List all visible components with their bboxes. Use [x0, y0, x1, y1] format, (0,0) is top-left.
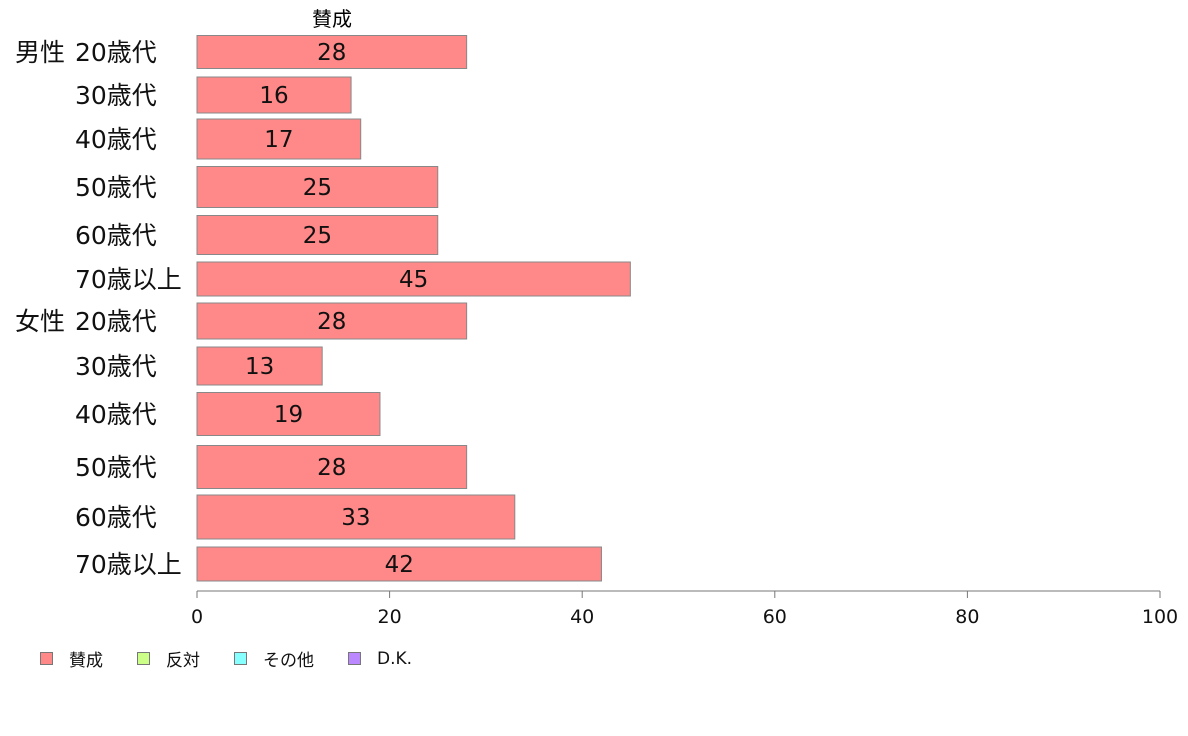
legend-label: 反対 — [166, 651, 200, 671]
category-label: 60歳代 — [75, 503, 157, 532]
bar-chart: 賛成 2820歳代男性1630歳代1740歳代2550歳代2560歳代4570歳… — [15, 7, 1178, 628]
data-label: 28 — [317, 309, 346, 335]
group-label: 女性 — [15, 307, 65, 336]
bar — [196, 76, 352, 114]
legend-swatch-dk — [348, 652, 361, 665]
data-label: 33 — [341, 505, 370, 531]
category-label: 40歳代 — [75, 125, 157, 154]
legend-swatch-oppose — [137, 652, 150, 665]
bar — [196, 494, 516, 540]
legend-swatch-other — [234, 652, 247, 665]
legend-item: 反対 — [137, 646, 200, 671]
category-label: 70歳以上 — [75, 265, 182, 294]
data-label: 45 — [399, 267, 428, 293]
bar — [196, 392, 381, 436]
legend-item: D.K. — [348, 649, 412, 669]
legend-label: その他 — [263, 651, 314, 671]
x-tick-label: 40 — [570, 606, 594, 628]
legend-label: D.K. — [377, 648, 413, 669]
bar — [196, 302, 468, 340]
bar — [196, 35, 468, 69]
data-label: 16 — [259, 83, 288, 109]
data-label: 28 — [317, 40, 346, 66]
x-tick-label: 0 — [191, 606, 203, 628]
x-tick-label: 60 — [763, 606, 787, 628]
category-label: 40歳代 — [75, 400, 157, 429]
legend-item: 賛成 — [40, 646, 103, 671]
data-label: 25 — [303, 175, 332, 201]
x-tick-label: 20 — [378, 606, 402, 628]
data-label: 17 — [264, 127, 293, 153]
category-label: 50歳代 — [75, 173, 157, 202]
data-label: 13 — [245, 354, 274, 380]
legend-swatch-agree — [40, 652, 53, 665]
series-header: 賛成 — [312, 7, 352, 31]
bar — [196, 118, 362, 160]
x-axis: 0 20 40 60 80 100 — [191, 590, 1178, 628]
group-label: 男性 — [15, 38, 65, 67]
category-label: 30歳代 — [75, 81, 157, 110]
bar — [196, 346, 323, 386]
data-label: 28 — [317, 455, 346, 481]
data-label: 19 — [274, 402, 303, 428]
x-tick-label: 100 — [1142, 606, 1178, 628]
x-tick-label: 80 — [955, 606, 979, 628]
bar — [196, 215, 439, 255]
bar — [196, 166, 439, 208]
data-label: 25 — [303, 223, 332, 249]
category-label: 20歳代 — [75, 38, 157, 67]
legend-label: 賛成 — [69, 651, 103, 671]
category-label: 50歳代 — [75, 453, 157, 482]
bar — [196, 546, 602, 582]
legend: 賛成 反対 その他 D.K. — [40, 646, 446, 671]
data-label: 42 — [385, 552, 414, 578]
category-label: 20歳代 — [75, 307, 157, 336]
bar — [196, 445, 468, 489]
bar — [196, 261, 631, 297]
category-label: 30歳代 — [75, 352, 157, 381]
category-label: 70歳以上 — [75, 550, 182, 579]
category-label: 60歳代 — [75, 221, 157, 250]
legend-item: その他 — [234, 646, 314, 671]
